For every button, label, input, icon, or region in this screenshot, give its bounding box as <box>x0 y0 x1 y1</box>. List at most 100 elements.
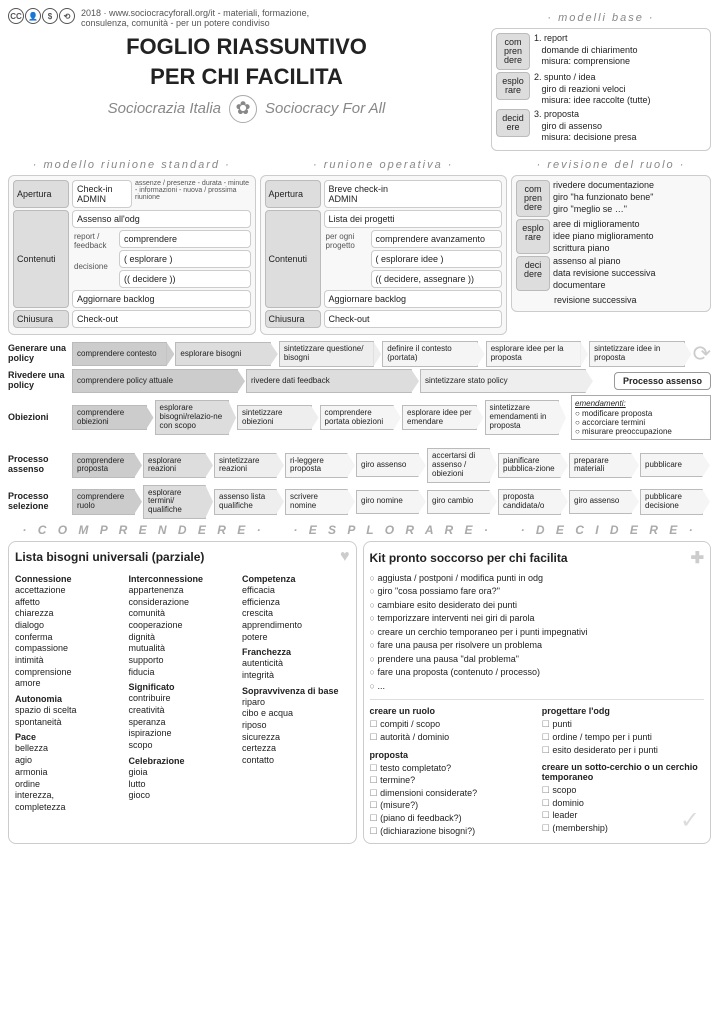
flow-label: Rivedere una policy <box>8 371 72 391</box>
main-title-1: FOGLIO RIASSUNTIVO <box>8 34 485 60</box>
heart-icon: ♥ <box>340 548 350 566</box>
check-item: autorità / dominio <box>370 731 532 744</box>
flow-step: sintetizzare obiezioni <box>237 405 312 431</box>
op-side: per ogni progetto <box>324 230 368 288</box>
flow-step: accertarsi di assenso / obiezioni <box>427 448 490 482</box>
side1: report / feedback <box>72 230 116 252</box>
need-heading: Franchezza <box>242 647 350 657</box>
need-item: riposo <box>242 720 350 732</box>
need-item: appartenenza <box>129 585 237 597</box>
processo-assenso: Processo assenso <box>614 372 711 390</box>
flow-step: definire il contesto (portata) <box>382 341 477 367</box>
need-item: lutto <box>129 779 237 791</box>
need-item: gioco <box>129 790 237 802</box>
op-backlog: Aggiornare backlog <box>324 290 503 308</box>
kit-item: prendere una pausa "dal problema" <box>370 653 705 667</box>
need-item: gioia <box>129 767 237 779</box>
need-item: comprensione <box>15 667 123 679</box>
need-item: agio <box>15 755 123 767</box>
need-item: autenticità <box>242 658 350 670</box>
need-item: sicurezza <box>242 732 350 744</box>
check-item: punti <box>542 718 704 731</box>
rev-tag: com pren dere <box>516 180 550 217</box>
flow-step: giro assenso <box>356 453 419 477</box>
flows: Generare una policycomprendere contestoe… <box>8 341 711 519</box>
op-checkin: Breve check-in ADMIN <box>324 180 503 208</box>
rev-text: aree di miglioramentoidee piano migliora… <box>553 219 706 254</box>
kit-item: fare una proposta (contenuto / processo) <box>370 666 705 680</box>
check-item: testo completato? <box>370 762 532 775</box>
phase-labels: · C O M P R E N D E R E ·· E S P L O R A… <box>8 523 711 537</box>
need-item: accettazione <box>15 585 123 597</box>
flow-step: giro cambio <box>427 490 490 514</box>
flow-label: Processo assenso <box>8 455 72 475</box>
by-icon: 👤 <box>25 8 41 24</box>
modelli-text: 3. proposta giro di assenso misura: deci… <box>534 109 637 144</box>
flow-step: sintetizzare stato policy <box>420 369 586 393</box>
need-item: interezza, <box>15 790 123 802</box>
cc-icon: CC <box>8 8 24 24</box>
check-heading: progettare l'odg <box>542 706 704 716</box>
rev-text: assenso al pianodata revisione successiv… <box>553 256 706 291</box>
org-right: Sociocracy For All <box>265 100 385 117</box>
check-item: termine? <box>370 774 532 787</box>
flow-step: giro assenso <box>569 490 632 514</box>
flow-step: pubblicare decisione <box>640 489 703 515</box>
check-heading: creare un ruolo <box>370 706 532 716</box>
need-heading: Sopravvivenza di base <box>242 686 350 696</box>
flow-step: comprendere proposta <box>72 453 135 479</box>
need-item: considerazione <box>129 597 237 609</box>
main-title-2: PER CHI FACILITA <box>8 64 485 90</box>
flow-step: sintetizzare idee in proposta <box>589 341 684 367</box>
tag-apertura: Apertura <box>13 180 69 208</box>
flow-step: comprendere obiezioni <box>72 405 147 431</box>
check-item: ordine / tempo per i punti <box>542 731 704 744</box>
need-item: efficacia <box>242 585 350 597</box>
need-item: amore <box>15 678 123 690</box>
emend-box: emendamenti:○ modificare proposta○ accor… <box>571 395 711 440</box>
need-item: efficienza <box>242 597 350 609</box>
tag-chiusura: Chiusura <box>13 310 69 328</box>
op-c2: ( esplorare idee ) <box>371 250 503 268</box>
kit-item: temporizzare interventi nei giri di paro… <box>370 612 705 626</box>
cell-checkout: Check-out <box>72 310 251 328</box>
flow-step: assenso lista qualifiche <box>214 489 277 515</box>
sect-rev: · revisione del ruolo · <box>511 159 711 171</box>
flow-step: comprendere contesto <box>72 342 167 366</box>
check-item: scopo <box>542 784 704 797</box>
need-item: cibo e acqua <box>242 708 350 720</box>
op-lista: Lista dei progetti <box>324 210 503 228</box>
modelli-box: com pren dere 1. report domande di chiar… <box>491 28 711 151</box>
sa-icon: ⟲ <box>59 8 75 24</box>
c3: (( decidere )) <box>119 270 251 288</box>
need-item: spontaneità <box>15 717 123 729</box>
need-item: contatto <box>242 755 350 767</box>
tag-chiusura2: Chiusura <box>265 310 321 328</box>
check-item: (piano di feedback?) <box>370 812 532 825</box>
need-item: potere <box>242 632 350 644</box>
kit-item: creare un cerchio temporaneo per i punti… <box>370 626 705 640</box>
need-item: ispirazione <box>129 728 237 740</box>
need-heading: Interconnessione <box>129 574 237 584</box>
need-item: ordine <box>15 779 123 791</box>
admin-note: assenze / presenze - durata - minute - i… <box>135 180 251 208</box>
modelli-text: 1. report domande di chiarimento misura:… <box>534 33 638 68</box>
kit-item: ... <box>370 680 705 694</box>
flow-step: esplorare bisogni/relazio-ne con scopo <box>155 400 230 434</box>
need-heading: Competenza <box>242 574 350 584</box>
check-item: compiti / scopo <box>370 718 532 731</box>
op-box: Apertura Breve check-in ADMIN Contenuti … <box>260 175 508 335</box>
need-item: certezza <box>242 743 350 755</box>
op-checkout: Check-out <box>324 310 503 328</box>
c2: ( esplorare ) <box>119 250 251 268</box>
need-item: affetto <box>15 597 123 609</box>
flow-step: comprendere ruolo <box>72 489 135 515</box>
need-item: spazio di scelta <box>15 705 123 717</box>
c1: comprendere <box>119 230 251 248</box>
check-item: dimensioni considerate? <box>370 787 532 800</box>
need-item: integrità <box>242 670 350 682</box>
flow-step: scrivere nomine <box>285 489 348 515</box>
need-item: speranza <box>129 717 237 729</box>
flow-step: comprendere portata obiezioni <box>320 405 395 431</box>
need-item: fiducia <box>129 667 237 679</box>
